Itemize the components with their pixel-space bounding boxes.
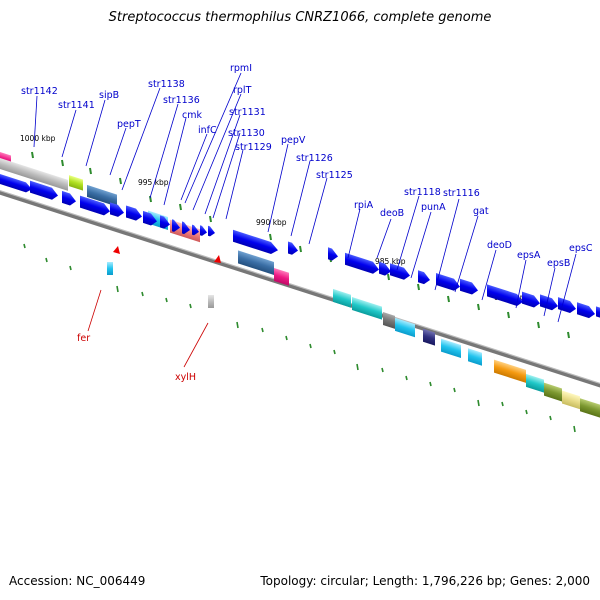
gene-arrow-5 [110, 202, 124, 217]
feature-box-deoD [468, 348, 482, 366]
feature-box-eps-edge [580, 398, 600, 418]
gene-arrow-13 [208, 225, 215, 237]
gene-arrow-12 [200, 225, 207, 236]
rna-marker-xylH [214, 255, 221, 263]
gene-arrow-26 [558, 297, 576, 314]
rna-markers [113, 246, 221, 263]
gene-label-pepV: pepV [281, 135, 306, 146]
gene-label-deoD: deoD [487, 240, 512, 251]
gene-label-pepT: pepT [117, 119, 141, 130]
gene-arrow-2 [30, 180, 58, 200]
feature-box-fer [107, 262, 113, 275]
feature-box-str1142 [0, 158, 68, 191]
rna-label-xylH: xylH [175, 372, 196, 383]
gene-arrow-18 [379, 261, 391, 276]
gene-label-str1130: str1130 [228, 128, 265, 139]
gene-arrow-10 [182, 221, 190, 235]
feature-box-sipB [87, 184, 117, 207]
gene-label-str1118: str1118 [404, 187, 441, 198]
rna-label-fer: fer [77, 333, 90, 344]
gene-label-deoB: deoB [380, 208, 404, 219]
gene-arrow-9 [172, 219, 180, 232]
feature-box-epsB [526, 373, 544, 393]
gene-label-punA: punA [421, 202, 446, 213]
gene-labels: str1142 str1141 sipB pepT str1138 str113… [21, 63, 593, 383]
position-label-995: 995 kbp [138, 178, 169, 187]
feature-box-rpiA [333, 288, 351, 308]
feature-boxes [0, 152, 600, 418]
gene-arrow-21 [436, 272, 460, 291]
gene-arrow-14 [233, 229, 278, 255]
rna-marker-fer [113, 246, 120, 254]
gene-label-str1142: str1142 [21, 86, 58, 97]
gene-label-infC: infC [198, 125, 217, 136]
gene-label-str1125: str1125 [316, 170, 353, 181]
feature-box-str1116 [423, 328, 435, 346]
gene-label-str1126: str1126 [296, 153, 333, 164]
gene-arrow-3 [62, 190, 76, 206]
minor-ticks [23, 243, 576, 433]
feature-box-xylH [208, 295, 214, 308]
gene-arrow-4 [80, 195, 110, 216]
gene-arrow-7 [143, 210, 157, 226]
accession-text: Accession: NC_006449 [9, 574, 146, 588]
feature-box-punA [395, 317, 415, 338]
gene-arrow-17 [345, 252, 379, 274]
gene-label-epsB: epsB [547, 258, 570, 269]
gene-label-str1131: str1131 [229, 107, 266, 118]
gene-label-sipB: sipB [99, 90, 119, 101]
coordinate-ticks [31, 151, 570, 339]
position-label-990: 990 kbp [256, 218, 287, 227]
coordinate-labels: 1000 kbp 995 kbp 990 kbp 985 kbp 980 kbp [20, 134, 525, 302]
gene-arrow-16 [328, 247, 338, 261]
gene-arrow-15 [288, 241, 298, 255]
feature-box-deoB [352, 297, 382, 320]
gene-arrow-19 [390, 263, 410, 280]
gene-arrow-8 [160, 215, 170, 229]
gene-arrow-6 [126, 205, 142, 221]
gene-label-rpmI: rpmI [230, 63, 252, 74]
gene-arrow-11 [192, 224, 199, 236]
gene-label-str1138: str1138 [148, 79, 185, 90]
feature-box-gat [441, 338, 461, 359]
gene-arrow-24 [522, 291, 540, 308]
gene-label-epsC: epsC [569, 243, 593, 254]
genome-title: Streptococcus thermophilus CNRZ1066, com… [108, 10, 492, 25]
gene-label-str1141: str1141 [58, 100, 95, 111]
gene-arrow-20 [418, 270, 430, 285]
feature-box-eps-next [562, 390, 580, 410]
gene-arrow-25 [540, 294, 558, 311]
gene-label-rpiA: rpiA [354, 200, 374, 211]
gene-arrow-27 [577, 302, 595, 319]
gene-arrow-22 [460, 278, 478, 295]
gene-arrow-23 [487, 284, 523, 306]
gene-arrows [0, 174, 600, 319]
gene-label-str1129: str1129 [235, 142, 272, 153]
gene-label-str1116: str1116 [443, 188, 480, 199]
gene-label-rplT: rplT [233, 85, 252, 96]
feature-box-epsC [544, 382, 562, 402]
gene-label-epsA: epsA [517, 250, 541, 261]
genome-backbone [0, 189, 600, 388]
gene-label-gat: gat [473, 206, 489, 217]
genome-stats-text: Topology: circular; Length: 1,796,226 bp… [260, 574, 590, 588]
position-label-985: 985 kbp [375, 257, 406, 266]
gene-label-cmk: cmk [182, 110, 202, 121]
feature-box-str1141 [69, 175, 83, 191]
feature-box-str1118 [383, 311, 395, 329]
feature-box-infC [238, 250, 274, 275]
gene-arrow-1 [0, 174, 32, 193]
gene-arrow-28 [596, 306, 600, 319]
position-label-1000: 1000 kbp [20, 134, 56, 143]
feature-box-epsA [494, 359, 526, 383]
feature-box-pepV [274, 267, 289, 286]
gene-leader-lines [33, 72, 577, 368]
gene-label-str1136: str1136 [163, 95, 200, 106]
